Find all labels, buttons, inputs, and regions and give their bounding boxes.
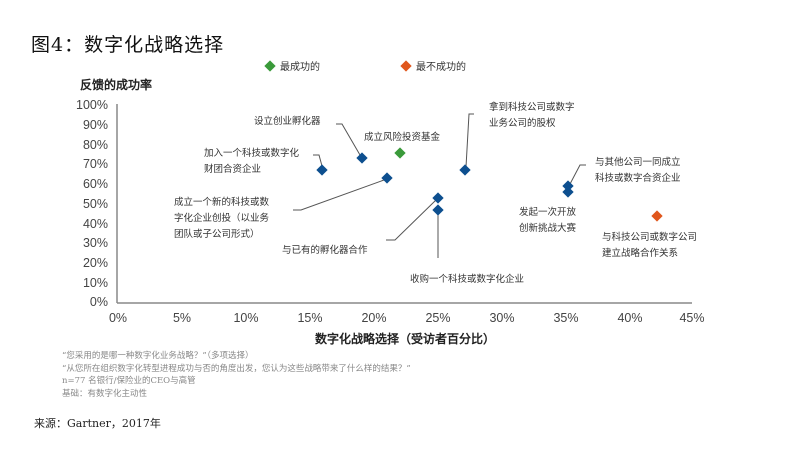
- y-tick: 10%: [82, 276, 108, 290]
- annotation-equity: 拿到科技公司或数字 业务公司的股权: [489, 102, 575, 129]
- x-tick: 25%: [425, 311, 451, 325]
- legend-label: 最不成功的: [416, 62, 466, 73]
- annotation-existing-incubator: 与已有的孵化器合作: [282, 245, 368, 256]
- annotation-acquire: 收购一个科技或数字化企业: [410, 274, 525, 285]
- point-acquire: [432, 204, 444, 216]
- y-tick: 70%: [82, 157, 108, 171]
- data-points: [316, 147, 663, 222]
- point-spinoff: [381, 172, 393, 184]
- annotation-incubator: 设立创业孵化器: [254, 116, 321, 127]
- leader-lines: [293, 113, 586, 258]
- legend-most-successful: 最成功的: [264, 58, 320, 73]
- point-challenge: [562, 186, 574, 198]
- y-axis-label: 反馈的成功率: [80, 78, 153, 92]
- annotation-join-fund: 加入一个科技或数字化 财团合资企业: [204, 148, 300, 175]
- x-tick: 45%: [679, 311, 705, 325]
- point-existing-incubator: [432, 192, 444, 204]
- note-line: “您采用的是哪一种数字化业务战略？”（多项选择）: [62, 351, 254, 361]
- point-incubator: [356, 152, 368, 164]
- point-equity: [459, 164, 471, 176]
- point-jv: [562, 180, 574, 192]
- x-tick: 0%: [108, 311, 128, 325]
- annotation-spinoff: 成立一个新的科技或数 字化企业创投（以业务 团队或子公司形式）: [174, 197, 270, 240]
- annotation-partnership: 与科技公司或数字公司 建立战略合作关系: [602, 232, 698, 259]
- legend-label: 最成功的: [280, 62, 320, 73]
- annotation-jv: 与其他公司一同成立 科技或数字合资企业: [595, 157, 681, 184]
- point-join-fund: [316, 164, 328, 176]
- note-line: 基础：有数字化主动性: [62, 388, 148, 399]
- annotation-vc-fund: 成立风险投资基金: [364, 132, 441, 143]
- y-tick: 60%: [82, 177, 108, 191]
- annotation-challenge: 发起一次开放 创新挑战大赛: [519, 207, 577, 234]
- survey-notes: “您采用的是哪一种数字化业务战略？”（多项选择） “从您所在组织数字化转型进程成…: [62, 350, 411, 400]
- x-tick: 15%: [297, 311, 323, 325]
- x-tick: 20%: [361, 311, 387, 325]
- y-tick: 50%: [82, 197, 108, 211]
- point-vc-fund: [394, 147, 406, 159]
- point-partnership: [651, 210, 663, 222]
- y-tick: 30%: [82, 236, 108, 250]
- y-tick: 20%: [82, 256, 108, 270]
- x-tick: 5%: [172, 311, 192, 325]
- x-tick: 40%: [617, 311, 643, 325]
- y-tick: 40%: [82, 217, 108, 231]
- note-line: n=77 名银行/保险业的CEO与高管: [62, 376, 196, 386]
- x-tick: 10%: [233, 311, 259, 325]
- x-tick: 30%: [489, 311, 515, 325]
- x-axis-label: 数字化战略选择（受访者百分比）: [314, 332, 495, 346]
- y-tick: 90%: [82, 118, 108, 132]
- note-line: “从您所在组织数字化转型进程成功与否的角度出发，您认为这些战略带来了什么样的结果…: [62, 363, 411, 374]
- figure-title: 图4：数字化战略选择: [31, 34, 225, 56]
- y-tick: 0%: [89, 295, 108, 309]
- x-tick: 35%: [553, 311, 579, 325]
- source-credit: 来源：Gartner，2017年: [34, 417, 161, 430]
- y-tick: 80%: [82, 138, 108, 152]
- legend-least-successful: 最不成功的: [400, 58, 466, 73]
- y-tick: 100%: [76, 98, 108, 112]
